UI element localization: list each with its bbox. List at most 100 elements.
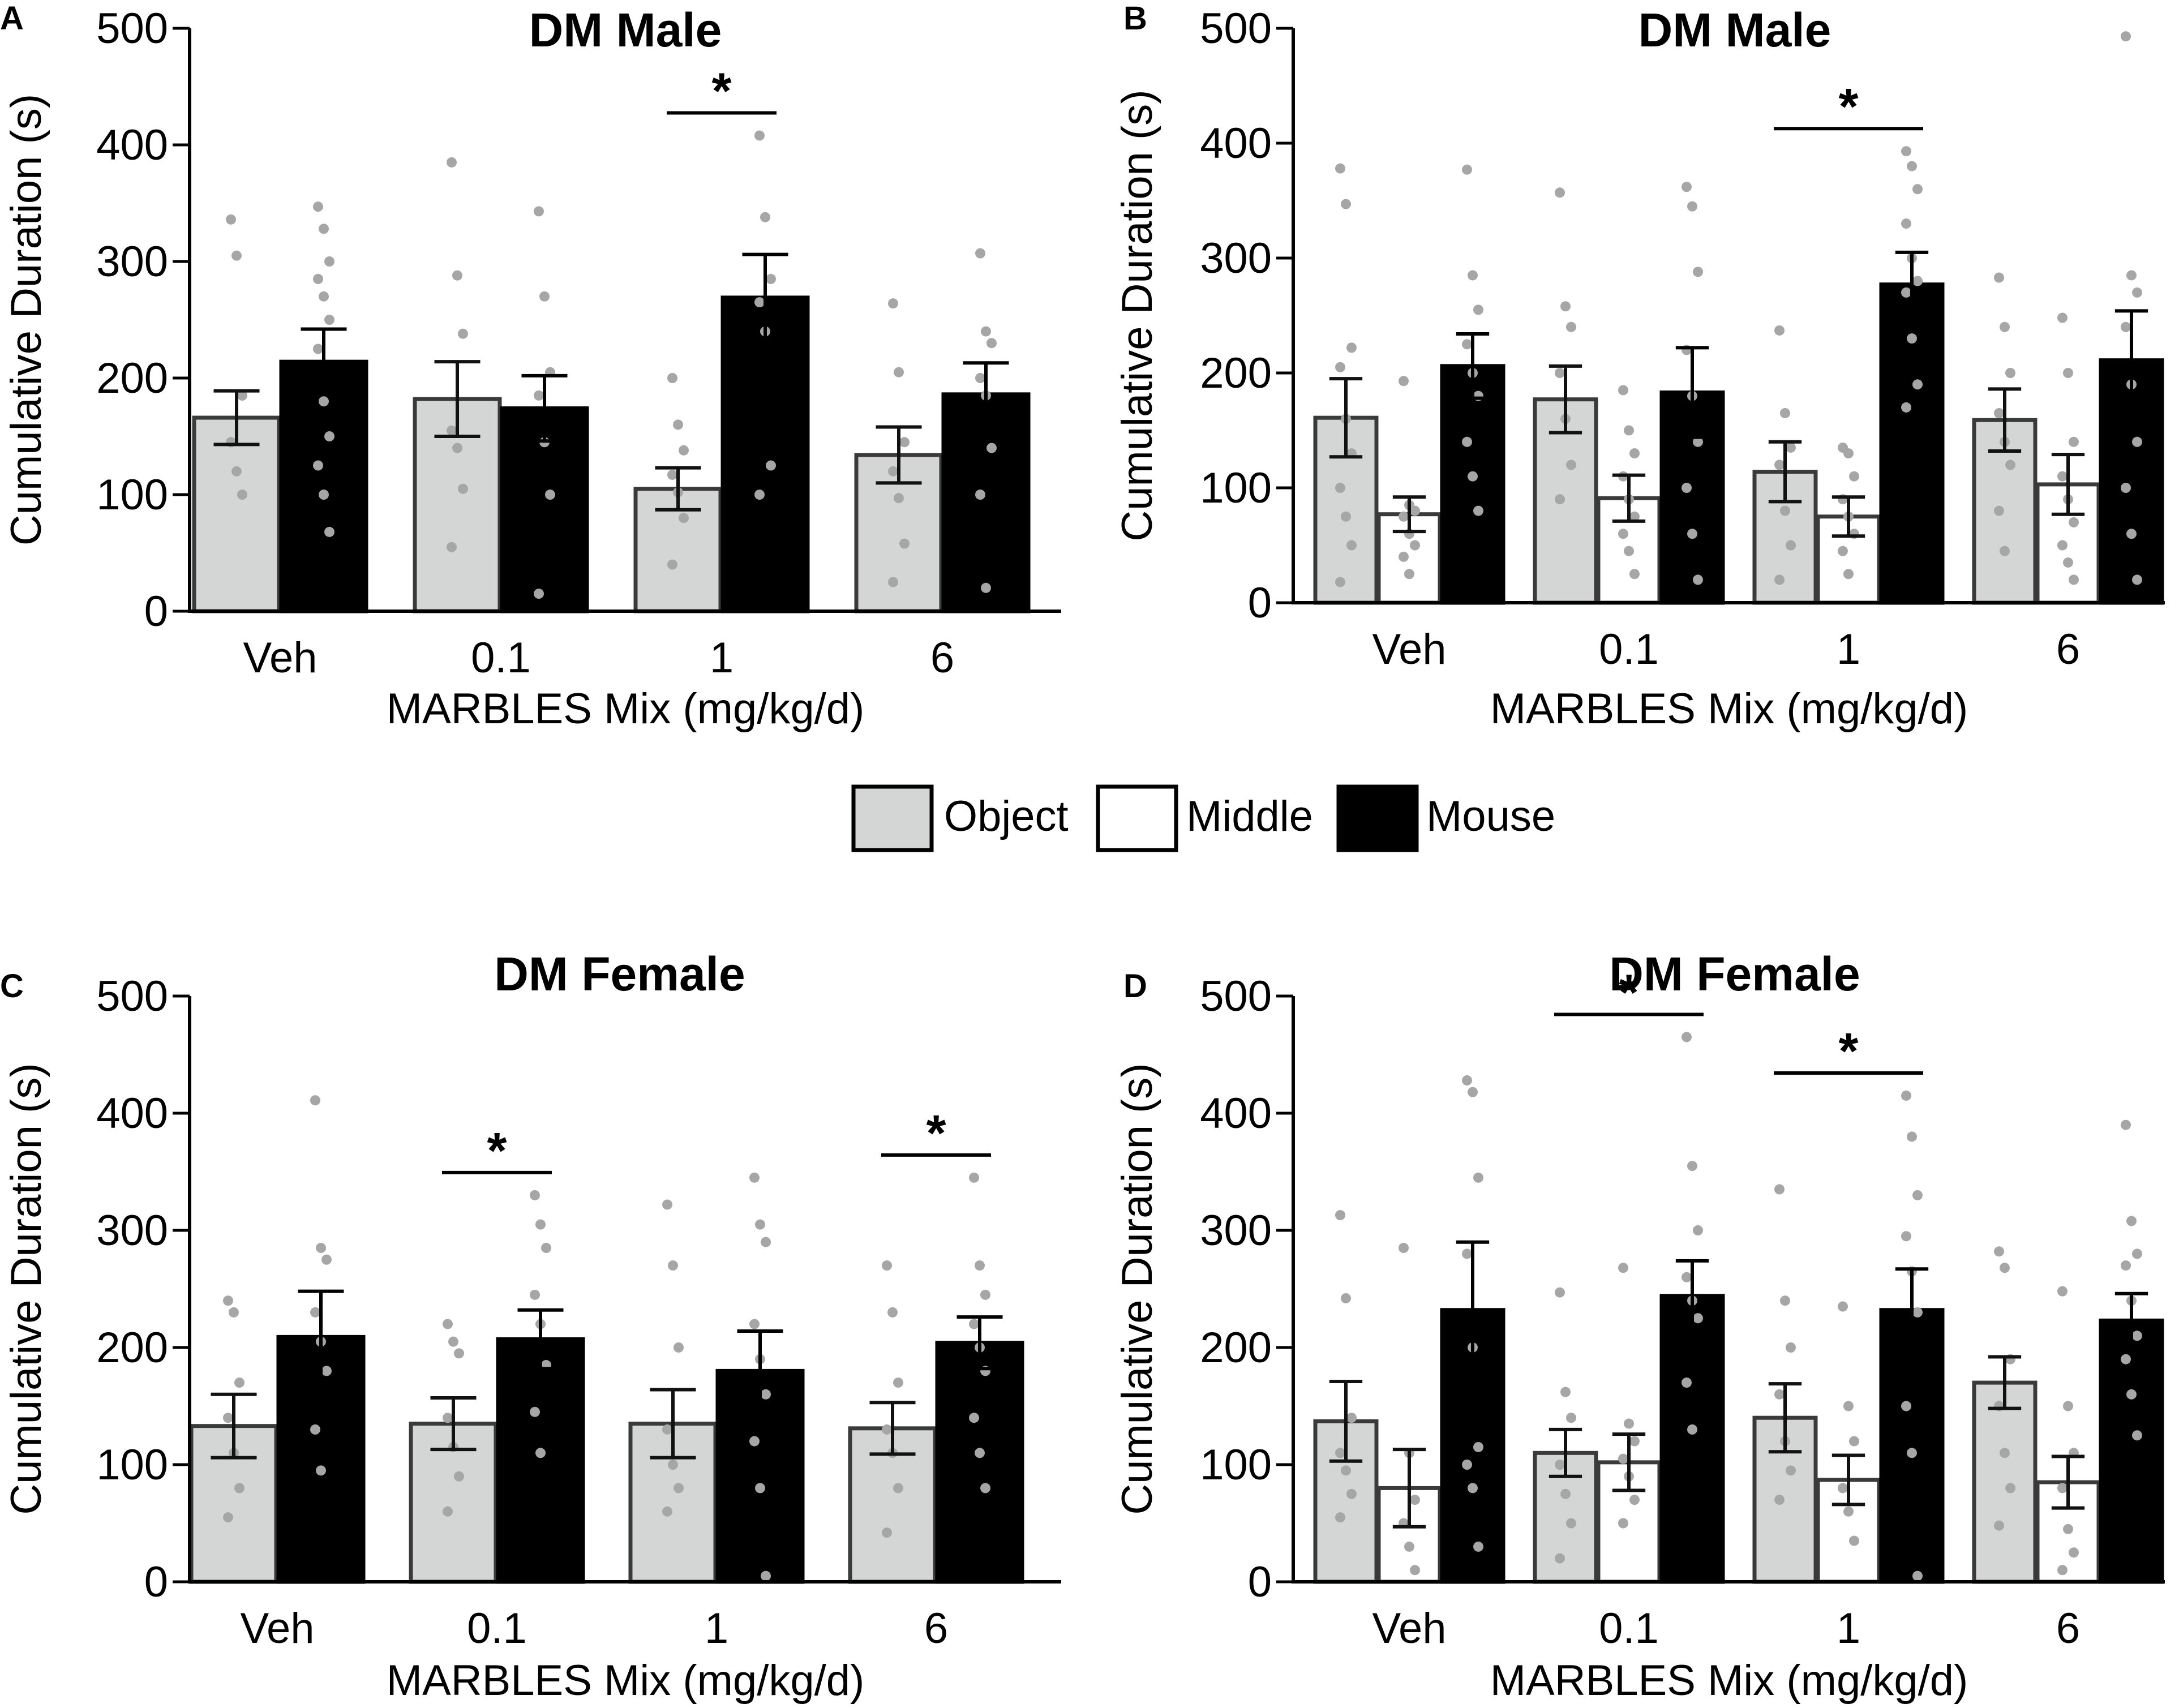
data-point — [1774, 1495, 1785, 1505]
x-axis-label: MARBLES Mix (mg/kg/d) — [387, 1656, 865, 1705]
y-tick-label: 100 — [1200, 1441, 1272, 1489]
data-point — [975, 373, 985, 383]
data-point — [975, 1448, 985, 1458]
data-point — [899, 437, 910, 448]
data-point — [1341, 199, 1351, 209]
data-point — [310, 1307, 320, 1318]
data-point — [2121, 31, 2131, 42]
data-point — [2132, 287, 2142, 298]
data-point — [899, 538, 910, 549]
data-point — [1468, 1087, 1478, 1097]
data-point — [1618, 385, 1628, 396]
data-point — [749, 1436, 760, 1447]
data-point — [1786, 540, 1796, 551]
data-point — [1786, 442, 1796, 453]
data-point — [1335, 1448, 1345, 1458]
data-point — [1838, 546, 1848, 556]
data-point — [1838, 1301, 1848, 1312]
data-point — [2121, 1354, 2131, 1364]
bar-mouse — [720, 295, 810, 613]
data-point — [2069, 1547, 2079, 1558]
data-point — [1780, 1295, 1790, 1306]
data-point — [1629, 1436, 1640, 1447]
data-point — [981, 326, 991, 337]
data-point — [975, 248, 985, 259]
bar-object — [192, 415, 281, 613]
data-point — [1843, 1401, 1854, 1411]
data-point — [1468, 471, 1478, 482]
data-point — [1335, 1210, 1345, 1221]
data-point — [447, 157, 457, 168]
data-point — [1399, 551, 1409, 562]
data-point — [1629, 511, 1640, 522]
data-point — [1682, 182, 1692, 192]
data-point — [1624, 1418, 1634, 1429]
data-point — [313, 201, 323, 212]
data-point — [1462, 436, 1472, 447]
legend-swatch-mouse — [1336, 784, 1419, 852]
data-point — [1693, 1225, 1703, 1235]
data-point — [761, 1570, 771, 1581]
data-point — [1901, 1231, 1911, 1242]
data-point — [1624, 546, 1634, 556]
significance-star: * — [926, 1105, 946, 1162]
data-point — [679, 513, 689, 523]
data-point — [888, 466, 898, 477]
data-point — [1907, 1131, 1917, 1142]
data-point — [534, 589, 544, 599]
data-point — [1555, 494, 1565, 505]
data-point — [226, 214, 236, 225]
data-point — [447, 542, 457, 552]
significance-star: * — [1838, 79, 1858, 135]
legend-swatch-middle — [1096, 784, 1178, 852]
x-tick-label: Veh — [243, 634, 317, 682]
data-point — [319, 224, 329, 234]
data-point — [1555, 368, 1565, 378]
data-point — [2005, 368, 2015, 378]
significance-star: * — [711, 63, 731, 120]
data-point — [755, 1219, 765, 1230]
data-point — [2069, 517, 2079, 527]
data-point — [223, 1295, 233, 1306]
data-point — [2063, 1401, 2073, 1411]
data-point — [1341, 1465, 1351, 1476]
data-point — [1624, 425, 1634, 436]
data-point — [1843, 448, 1854, 459]
data-point — [1462, 164, 1472, 175]
legend: Object Middle Mouse — [851, 784, 1555, 852]
data-point — [1774, 1184, 1785, 1195]
data-point — [969, 1319, 979, 1329]
data-point — [1994, 1520, 2004, 1531]
data-point — [668, 1460, 678, 1470]
data-point — [2121, 1260, 2131, 1271]
data-point — [1555, 1460, 1565, 1470]
data-point — [1780, 505, 1790, 516]
data-point — [310, 1424, 320, 1435]
y-tick-label: 200 — [96, 354, 168, 402]
bar-object — [1972, 1380, 2038, 1584]
y-tick-label: 300 — [1200, 234, 1272, 282]
data-point — [975, 1260, 985, 1271]
bar-mouse — [1440, 364, 1505, 605]
data-point — [313, 273, 323, 284]
data-point — [534, 390, 544, 401]
data-point — [2126, 270, 2137, 281]
data-point — [1907, 1448, 1917, 1458]
data-point — [766, 460, 776, 471]
data-point — [761, 1237, 771, 1247]
data-point — [667, 469, 677, 480]
x-axis-label: MARBLES Mix (mg/kg/d) — [1490, 685, 1968, 733]
data-point — [1346, 342, 1357, 353]
data-point — [534, 206, 544, 217]
data-point — [893, 1483, 903, 1494]
data-point — [541, 1243, 551, 1254]
data-point — [237, 490, 247, 500]
data-point — [1774, 1389, 1785, 1400]
legend-label-object: Object — [944, 792, 1069, 840]
data-point — [1687, 1161, 1697, 1171]
y-tick-label: 400 — [1200, 119, 1272, 168]
data-point — [882, 1424, 892, 1435]
data-point — [530, 1406, 540, 1417]
data-point — [754, 490, 765, 500]
